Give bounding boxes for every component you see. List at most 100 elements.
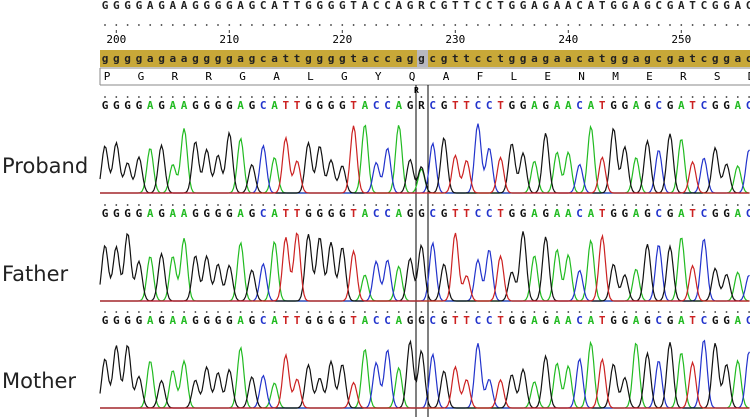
dot — [228, 96, 231, 98]
called-base: C — [746, 207, 750, 220]
called-base: C — [373, 314, 380, 327]
amino-acid: F — [477, 70, 484, 83]
called-base: G — [723, 314, 730, 327]
dot — [510, 24, 513, 26]
reference-base: G — [621, 0, 628, 12]
dot — [703, 24, 705, 26]
dot — [341, 204, 344, 206]
dot — [284, 24, 287, 26]
called-base: A — [565, 99, 572, 112]
called-base: C — [260, 314, 267, 327]
dot — [273, 204, 276, 206]
called-base: C — [486, 99, 493, 112]
called-base: T — [497, 314, 504, 327]
dot — [239, 24, 242, 26]
dot — [454, 24, 457, 26]
dot — [703, 311, 705, 313]
called-base: G — [136, 99, 143, 112]
called-base: G — [542, 314, 549, 327]
dot — [556, 311, 558, 313]
called-base: G — [339, 99, 346, 112]
reference-lowercase-base: c — [701, 52, 708, 65]
called-base: C — [576, 99, 583, 112]
dot — [590, 96, 592, 98]
dot — [262, 204, 265, 206]
called-base: G — [192, 99, 199, 112]
dot — [251, 24, 253, 26]
reference-lowercase-base: g — [520, 52, 527, 65]
dot — [104, 204, 106, 206]
dot — [397, 24, 400, 26]
dot — [669, 204, 671, 206]
reference-base: A — [237, 0, 244, 12]
position-label: 230 — [445, 33, 465, 46]
called-base: G — [339, 207, 346, 220]
amino-acid: R — [171, 70, 178, 83]
reference-base: G — [441, 0, 448, 12]
dot — [307, 311, 310, 313]
dot — [488, 311, 491, 313]
called-base: G — [328, 99, 335, 112]
called-base: G — [124, 99, 131, 112]
called-base: C — [701, 207, 708, 220]
reference-lowercase-base: t — [350, 52, 357, 65]
dot — [251, 311, 253, 313]
dot — [115, 96, 118, 98]
trace — [99, 339, 750, 409]
called-base: G — [520, 99, 527, 112]
called-base: A — [734, 207, 741, 220]
reference-base: G — [723, 0, 730, 12]
reference-base: G — [339, 0, 346, 12]
dot — [318, 24, 321, 26]
called-base: A — [588, 314, 595, 327]
dot — [386, 96, 389, 98]
called-base: G — [508, 99, 515, 112]
amino-acid: N — [578, 70, 585, 83]
called-base: G — [407, 99, 414, 112]
amino-acid: M — [612, 70, 619, 83]
dot — [578, 24, 581, 26]
called-base: T — [497, 207, 504, 220]
dot — [171, 204, 174, 206]
dot — [646, 24, 649, 26]
amino-acid: G — [239, 70, 246, 83]
called-base: A — [531, 99, 538, 112]
dot — [680, 311, 683, 313]
called-base: G — [644, 99, 651, 112]
called-base: C — [475, 99, 482, 112]
dot — [736, 311, 739, 313]
reference-base: C — [373, 0, 380, 12]
called-base: C — [260, 99, 267, 112]
dot — [228, 311, 231, 313]
dot — [510, 311, 513, 313]
called-base: G — [158, 207, 165, 220]
dot — [160, 204, 163, 206]
dot — [477, 24, 479, 26]
dot — [544, 311, 547, 313]
called-base: A — [362, 207, 369, 220]
dot — [669, 96, 671, 98]
dot — [341, 96, 344, 98]
called-base: G — [712, 207, 719, 220]
dot — [409, 24, 411, 26]
amino-acid: A — [443, 70, 450, 83]
dot — [409, 96, 411, 98]
dot — [397, 311, 400, 313]
called-base: G — [305, 314, 312, 327]
amino-acid: L — [510, 70, 517, 83]
reference-base: C — [576, 0, 583, 12]
reference-lowercase-base: g — [508, 52, 515, 65]
dot — [465, 204, 468, 206]
called-base: A — [169, 207, 176, 220]
position-label: 240 — [558, 33, 578, 46]
dot — [544, 24, 547, 26]
called-base: G — [113, 314, 120, 327]
reference-base: A — [271, 0, 278, 12]
dot — [375, 204, 378, 206]
reference-base: A — [565, 0, 572, 12]
called-base: T — [350, 207, 357, 220]
reference-base: C — [655, 0, 662, 12]
dot — [149, 24, 152, 26]
dot — [443, 24, 445, 26]
dot — [465, 311, 468, 313]
